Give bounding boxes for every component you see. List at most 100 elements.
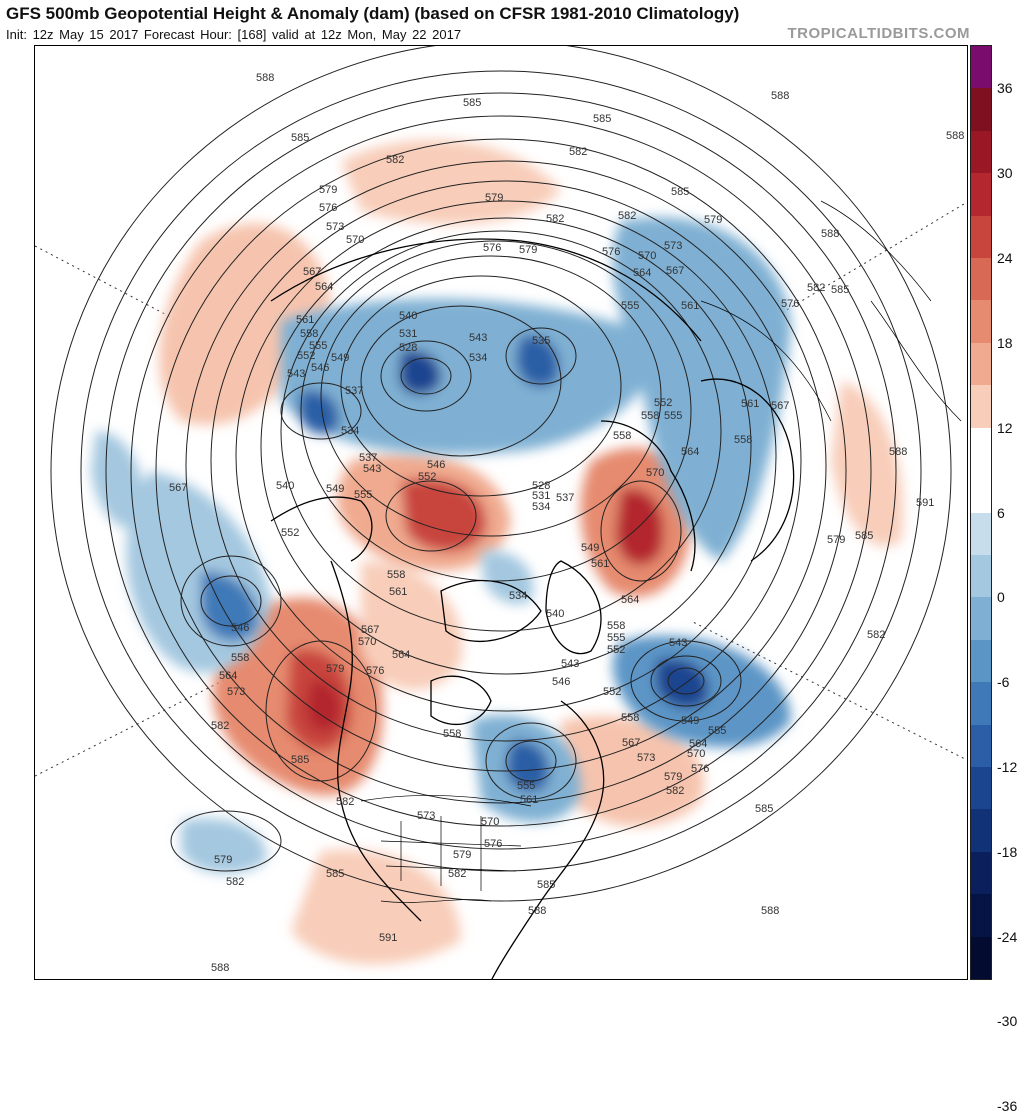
contour-label: 579 [704, 214, 722, 226]
contour-label: 558 [734, 434, 752, 446]
anomaly-colorbar [970, 45, 992, 980]
colorbar-segment [971, 88, 991, 132]
coast-greenland [545, 560, 602, 655]
contour-label: 564 [689, 738, 707, 750]
anomaly-positive-west-na-inner [306, 680, 341, 732]
colorbar-tick-label: -36 [997, 1098, 1018, 1114]
contour-label: 534 [469, 352, 487, 364]
contour-label: 555 [309, 340, 327, 352]
contour-label: 585 [326, 868, 344, 880]
map-subtitle: Init: 12z May 15 2017 Forecast Hour: [16… [6, 27, 462, 42]
colorbar-segment [971, 851, 991, 895]
anomaly-positive-atlantic [561, 715, 705, 827]
contour-label: 558 [621, 712, 639, 724]
colorbar-tick-label: 18 [997, 334, 1013, 351]
negative-anomaly-layer [91, 217, 791, 874]
positive-anomaly-layer [159, 139, 903, 965]
contour-label: 555 [708, 725, 726, 737]
contour-label: 582 [666, 785, 684, 797]
anomaly-positive-central-na [361, 561, 463, 690]
anomaly-negative-east-siberia [612, 217, 791, 562]
contour-label: 543 [561, 658, 579, 670]
anomaly-positive-europe-core [616, 489, 664, 565]
contour-label: 534 [532, 501, 550, 513]
contour-label: 582 [211, 720, 229, 732]
colorbar-segment [971, 46, 991, 89]
political-borders [360, 200, 962, 903]
colorbar-segment [971, 300, 991, 344]
contour-label: 549 [326, 483, 344, 495]
coastlines [270, 238, 795, 979]
colorbar-segment [971, 385, 991, 429]
contour-label: 543 [669, 637, 687, 649]
contour-label: 570 [638, 250, 656, 262]
contour-label: 582 [569, 146, 587, 158]
contour-label: 561 [681, 300, 699, 312]
contour-label: 546 [552, 676, 570, 688]
contour-label: 552 [297, 350, 315, 362]
contour-label: 585 [291, 754, 309, 766]
contour-label: 570 [358, 636, 376, 648]
coast-alaska [270, 496, 373, 562]
colorbar-segment [971, 936, 991, 980]
contour-label: 558 [613, 430, 631, 442]
colorbar-segment [971, 682, 991, 726]
contour-label: 564 [633, 267, 651, 279]
contour-label: 579 [519, 244, 537, 256]
anomaly-negative-arctic-core-b [298, 390, 340, 435]
colorbar-tick-label: 24 [997, 250, 1013, 267]
contour-label: 585 [755, 803, 773, 815]
contour-label: 576 [781, 298, 799, 310]
coast-siberia [270, 238, 702, 342]
contour-label: 534 [509, 590, 527, 602]
contour-label: 585 [291, 132, 309, 144]
contour-label: 535 [532, 335, 550, 347]
contour-label: 537 [345, 385, 363, 397]
contour-label: 561 [591, 558, 609, 570]
contour-label: 537 [556, 492, 574, 504]
colorbar-segment [971, 597, 991, 641]
graticule [35, 201, 967, 777]
contour-label: 561 [520, 794, 538, 806]
contour-label: 579 [664, 771, 682, 783]
coast-scandinavia [600, 420, 696, 572]
contour-label: 588 [946, 130, 964, 142]
contour-label: 549 [681, 715, 699, 727]
contour-label: 540 [399, 310, 417, 322]
colorbar-segment [971, 427, 991, 471]
contour-label: 555 [517, 780, 535, 792]
contour-label: 570 [481, 816, 499, 828]
border-russia [700, 300, 832, 422]
colorbar-tick-label: -24 [997, 928, 1018, 945]
contour-label: 582 [867, 629, 885, 641]
map-panel: 588 585 582 579 576 573 570 567 564 561 … [34, 45, 968, 980]
contour-label: 555 [621, 300, 639, 312]
contour-label: 588 [528, 905, 546, 917]
contour-label: 582 [386, 154, 404, 166]
contour-label: 552 [418, 471, 436, 483]
contour-label: 576 [483, 242, 501, 254]
contour-label: 552 [603, 686, 621, 698]
colorbar-tick-label: 30 [997, 165, 1013, 182]
contour-label: 531 [399, 328, 417, 340]
height-contours [50, 46, 952, 902]
contour-label: 579 [214, 854, 232, 866]
contour-label: 546 [427, 459, 445, 471]
contour-label: 528 [532, 480, 550, 492]
contour-label: 567 [169, 482, 187, 494]
colorbar-tick-label: -12 [997, 758, 1018, 775]
anomaly-negative-north-atlantic-core [656, 658, 709, 709]
colorbar-tick-label: 6 [997, 504, 1005, 521]
contour-label: 570 [687, 748, 705, 760]
contour-label: 582 [618, 210, 636, 222]
anomaly-positive-siberia-core [401, 478, 487, 552]
contour-label: 564 [315, 281, 333, 293]
contour-label: 555 [354, 489, 372, 501]
contour-label: 555 [664, 410, 682, 422]
colorbar-segment [971, 215, 991, 259]
contour-label: 543 [287, 368, 305, 380]
contour-label: 573 [637, 752, 655, 764]
contour-label: 579 [453, 849, 471, 861]
contour-label: 549 [581, 542, 599, 554]
contour-label: 588 [821, 228, 839, 240]
